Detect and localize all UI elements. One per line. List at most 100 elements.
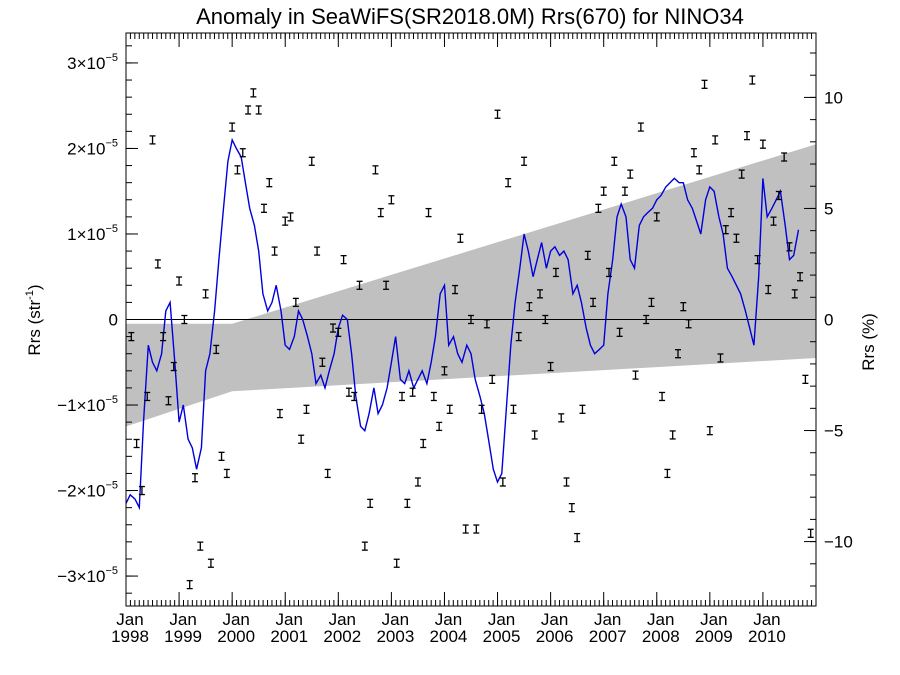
data-point [584,250,591,261]
data-point [547,361,554,372]
data-point [627,169,634,179]
x-tick-month: Jan [382,610,409,629]
data-point [367,498,374,509]
data-point [340,254,347,265]
x-tick-month: Jan [700,610,727,629]
data-point [690,148,697,158]
data-point [308,156,315,166]
left-tick-label: 0 [109,311,118,330]
x-tick-year: 2003 [376,627,414,646]
data-point [664,468,671,479]
data-point [330,323,336,333]
data-point [600,186,607,196]
data-point [717,353,724,363]
data-point [271,246,278,256]
data-point [133,438,140,449]
data-point [197,541,204,551]
data-point [239,148,246,158]
data-point [404,498,411,509]
data-point [234,165,241,175]
data-point [489,374,496,385]
data-point [505,178,512,188]
x-tick-year: 2010 [748,627,786,646]
data-point [526,302,533,312]
data-point [345,387,352,397]
data-point [499,477,506,487]
data-point [181,314,188,325]
data-point [420,438,427,449]
x-tick-year: 2001 [270,627,308,646]
x-tick-month: Jan [169,610,196,629]
data-point [537,289,543,299]
data-point [154,259,161,269]
x-tick-year: 2000 [217,627,255,646]
data-point [462,524,469,534]
data-point [712,135,719,145]
data-point [590,297,597,308]
data-point [229,122,236,132]
data-point [361,541,368,551]
left-tick-label: −3×10−5 [57,565,118,586]
data-point [160,331,167,342]
data-point [303,404,310,414]
data-point [186,579,193,590]
left-y-axis-label: Rrs (str-1) [24,284,44,355]
x-tick-month: Jan [329,610,356,629]
x-tick-year: 1998 [111,627,149,646]
data-point [552,267,559,278]
data-point [669,430,676,440]
data-point [791,289,798,299]
data-point [542,314,549,325]
left-y-axis: 3×10−5 2×10−5 1×10−5 0 −1×10−5 −2×10−5 −3×10−5 [57,45,138,594]
data-point [425,207,432,218]
data-point [176,276,183,286]
data-point [579,404,586,414]
x-tick-month: Jan [541,610,568,629]
data-point [170,361,177,372]
x-tick-month: Jan [116,610,143,629]
data-point [255,105,262,115]
data-point [701,79,708,89]
chart-title: Anomaly in SeaWiFS(SR2018.0M) Rrs(670) f… [196,4,744,29]
data-point [409,387,416,397]
data-point [515,331,522,342]
trend-line [125,137,800,511]
x-tick-month: Jan [276,610,303,629]
data-point [351,391,358,402]
data-point [478,404,485,414]
right-tick-label: −5 [824,422,843,441]
data-point [452,284,459,295]
data-point [797,272,804,282]
data-point [436,421,443,432]
data-point [261,203,267,213]
data-point [775,190,782,201]
data-point [675,349,681,359]
data-point [468,314,474,325]
data-point [441,366,448,376]
x-tick-year: 2002 [323,627,361,646]
right-tick-label: 0 [824,311,833,330]
right-y-axis-label: Rrs (%) [859,313,878,371]
data-point [611,156,618,166]
data-point [759,139,766,149]
x-tick-month: Jan [647,610,674,629]
right-y-axis: 10 5 0 −5 −10 [804,52,853,587]
x-tick-year: 2009 [695,627,733,646]
data-point [653,212,660,222]
data-point [287,212,294,222]
data-point [393,558,400,568]
data-point [457,233,464,243]
left-tick-label: 1×10−5 [67,223,118,244]
data-point [483,319,490,329]
data-point [659,391,666,402]
data-point [223,468,230,479]
x-tick-year: 2005 [483,627,521,646]
data-point [298,434,305,444]
data-point [266,178,273,188]
data-point [733,233,740,243]
data-point [202,289,209,299]
x-tick-year: 2004 [430,627,468,646]
data-point [372,165,379,175]
data-point [531,430,538,440]
